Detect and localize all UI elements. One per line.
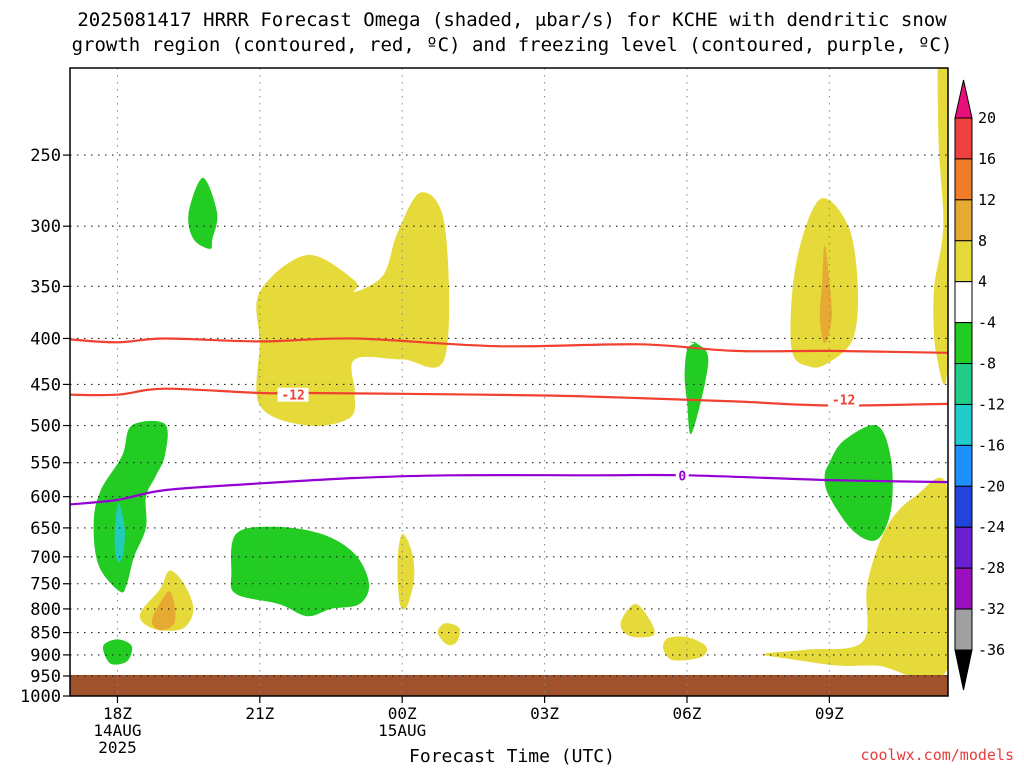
x-tick-label-21Z: 21Z xyxy=(245,704,274,723)
omega-region-green-13 xyxy=(102,639,133,665)
contour-purple-2 xyxy=(70,473,948,506)
source-credit: coolwx.com/models xyxy=(860,746,1014,764)
colorbar-label-11: -28 xyxy=(978,559,1005,577)
y-tick-label-550: 550 xyxy=(30,454,61,474)
x-tick-label-03Z: 03Z xyxy=(530,704,559,723)
contour-label-1: -12 xyxy=(832,394,855,409)
colorbar-box-12 xyxy=(954,608,973,651)
colorbar-label-6: -8 xyxy=(978,355,996,373)
contour-label-2: 0 xyxy=(678,469,686,484)
omega-region-orange-2 xyxy=(819,245,832,344)
colorbar-box-9 xyxy=(954,485,973,528)
contour-label-bg-1 xyxy=(828,392,860,407)
contour-label-bg-0 xyxy=(277,387,309,402)
y-tick-label-850: 850 xyxy=(30,624,61,644)
x-tick-year-18Z: 2025 xyxy=(98,738,137,757)
y-tick-label-900: 900 xyxy=(30,646,61,666)
contour-red-0 xyxy=(70,337,948,354)
omega-region-green-17 xyxy=(824,425,893,541)
y-tick-label-450: 450 xyxy=(30,375,61,395)
x-tick-date-00Z: 15AUG xyxy=(378,721,426,740)
omega-region-yellow-7 xyxy=(397,533,415,610)
omega-region-green-16 xyxy=(684,341,709,435)
shaded-regions xyxy=(93,68,948,681)
y-tick-label-350: 350 xyxy=(30,277,61,297)
omega-region-yellow-8 xyxy=(437,623,460,646)
y-tick-label-250: 250 xyxy=(30,146,61,166)
colorbar-label-13: -36 xyxy=(978,641,1005,659)
contour-lines xyxy=(70,337,948,506)
colorbar-label-0: 20 xyxy=(978,109,996,127)
chart-title: 2025081417 HRRR Forecast Omega (shaded, … xyxy=(0,8,1024,58)
omega-region-yellow-3 xyxy=(933,68,948,385)
contour-red-1 xyxy=(70,387,948,407)
x-tick-date-18Z: 14AUG xyxy=(93,721,141,740)
colorbar-label-3: 8 xyxy=(978,232,987,250)
omega-region-yellow-4 xyxy=(762,477,948,681)
omega-region-green-15 xyxy=(230,526,370,617)
y-tick-label-750: 750 xyxy=(30,575,61,595)
colorbar-label-12: -32 xyxy=(978,600,1005,618)
colorbar-box-2 xyxy=(954,199,973,242)
colorbar-box-7 xyxy=(954,403,973,446)
y-tick-label-800: 800 xyxy=(30,600,61,620)
colorbar-box-11 xyxy=(954,567,973,610)
omega-region-teal-12 xyxy=(114,503,125,563)
y-tick-label-500: 500 xyxy=(30,417,61,437)
omega-region-yellow-0 xyxy=(256,192,450,427)
contour-label-bg-2 xyxy=(675,468,689,483)
y-tick-label-400: 400 xyxy=(30,329,61,349)
y-tick-label-300: 300 xyxy=(30,217,61,237)
colorbar-label-1: 16 xyxy=(978,150,996,168)
y-tick-label-950: 950 xyxy=(30,667,61,687)
colorbar-bottom-arrow xyxy=(954,649,973,691)
colorbar-box-6 xyxy=(954,363,973,405)
ground-fill xyxy=(70,674,948,696)
omega-region-yellow-10 xyxy=(663,636,708,661)
colorbar-box-8 xyxy=(954,444,973,487)
x-tick-label-18Z: 18Z xyxy=(103,704,132,723)
colorbar-top-arrow xyxy=(954,79,973,119)
omega-region-yellow-9 xyxy=(620,603,655,638)
colorbar-box-5 xyxy=(954,322,973,365)
colorbar-label-9: -20 xyxy=(978,477,1005,495)
x-axis-title: Forecast Time (UTC) xyxy=(409,746,615,767)
x-tick-label-06Z: 06Z xyxy=(673,704,702,723)
omega-region-green-14 xyxy=(188,177,218,249)
y-tick-label-700: 700 xyxy=(30,548,61,568)
contour-labels: -12 -12 0 xyxy=(277,387,860,484)
colorbar-box-3 xyxy=(954,240,973,283)
plot-area xyxy=(70,68,948,696)
colorbar: 20 16 12 8 4 -4 -8 -12 -16 -20 -24 -28 -32 -36 xyxy=(954,79,1005,691)
y-tick-label-650: 650 xyxy=(30,519,61,539)
colorbar-box-1 xyxy=(954,158,973,201)
colorbar-label-8: -16 xyxy=(978,436,1005,454)
y-tick-label-1000: 1000 xyxy=(20,687,61,707)
colorbar-label-7: -12 xyxy=(978,395,1005,413)
x-tick-label-09Z: 09Z xyxy=(815,704,844,723)
colorbar-label-10: -24 xyxy=(978,518,1005,536)
plot-frame xyxy=(69,67,949,697)
title-line-2: growth region (contoured, red, ºC) and f… xyxy=(71,34,953,56)
title-line-1: 2025081417 HRRR Forecast Omega (shaded, … xyxy=(77,9,947,31)
colorbar-label-5: -4 xyxy=(978,314,996,332)
x-tick-label-00Z: 00Z xyxy=(388,704,417,723)
colorbar-box-10 xyxy=(954,526,973,569)
colorbar-label-4: 4 xyxy=(978,273,987,291)
omega-region-orange-6 xyxy=(151,591,176,631)
colorbar-box-4 xyxy=(954,281,973,324)
omega-region-green-11 xyxy=(93,420,168,593)
y-axis: 2503003504004505005506006507007508008509… xyxy=(20,146,70,707)
y-tick-label-600: 600 xyxy=(30,488,61,508)
colorbar-label-2: 12 xyxy=(978,191,996,209)
contour-label-0: -12 xyxy=(281,389,304,404)
colorbar-box-0 xyxy=(954,117,973,160)
ground-layer xyxy=(70,674,948,696)
